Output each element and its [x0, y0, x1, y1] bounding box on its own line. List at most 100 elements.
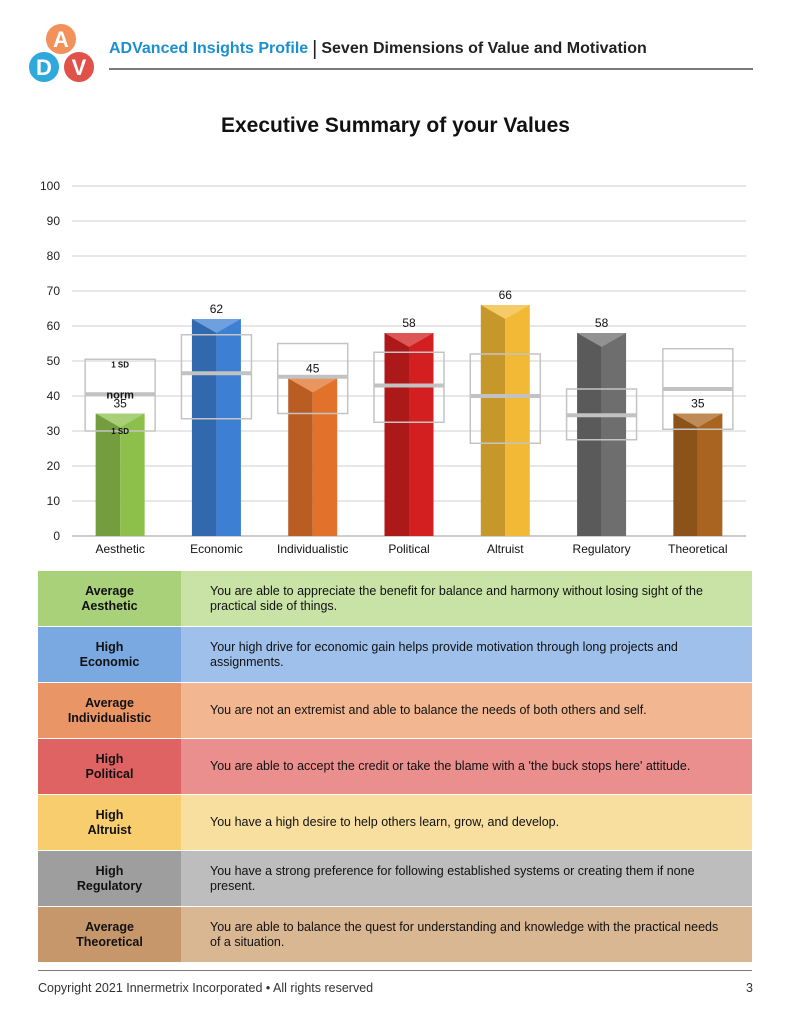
dimension-text: Altruist	[87, 822, 132, 837]
summary-description: You are able to balance the quest for un…	[181, 907, 752, 962]
data-label-aesthetic: 35	[113, 397, 127, 411]
y-tick-label: 30	[47, 424, 61, 438]
summary-row-aesthetic: Average Aesthetic You are able to apprecia…	[38, 571, 752, 626]
x-label-altruist: Altruist	[487, 542, 524, 556]
bar-political-left	[384, 333, 409, 536]
y-tick-label: 50	[47, 354, 61, 368]
dimension-text: Political	[85, 766, 134, 781]
summary-level-label: Average Theoretical	[38, 907, 181, 962]
x-label-aesthetic: Aesthetic	[95, 542, 144, 556]
header-subtitle: Seven Dimensions of Value and Motivation	[321, 40, 647, 57]
level-text: High	[95, 639, 124, 654]
norm-line-regulatory	[566, 413, 637, 418]
norm-line-aesthetic	[85, 392, 156, 397]
logo-circle-d	[27, 50, 61, 84]
y-tick-label: 60	[47, 319, 61, 333]
y-tick-label: 100	[40, 179, 60, 193]
data-label-theoretical: 35	[691, 397, 705, 411]
bar-regulatory-left	[577, 333, 602, 536]
y-tick-label: 0	[53, 529, 60, 543]
y-tick-label: 90	[47, 214, 61, 228]
y-tick-label: 40	[47, 389, 61, 403]
norm-line-economic	[181, 371, 252, 376]
logo-letter-v: V	[72, 55, 87, 80]
bar-individualistic-right	[312, 378, 338, 536]
data-label-regulatory: 58	[595, 316, 609, 330]
header: ADVanced Insights Profile | Seven Dimensio…	[109, 36, 647, 60]
summary-row-individualistic: Average Individualistic You are not an ext…	[38, 683, 752, 738]
bar-political-cap	[384, 333, 434, 347]
summary-description: You are able to accept the credit or tak…	[181, 739, 752, 794]
bar-theoretical-right	[697, 413, 723, 536]
annotation-norm: norm	[106, 389, 134, 401]
summary-row-economic: High Economic Your high drive for economic…	[38, 627, 752, 682]
level-text: Average	[85, 919, 134, 934]
sd-box-economic	[180, 334, 253, 420]
sd-box-altruist	[469, 353, 542, 444]
y-tick-label: 20	[47, 459, 61, 473]
summary-description: You have a high desire to help others le…	[181, 795, 752, 850]
bar-altruist-cap	[480, 305, 530, 319]
logo-letter-d: D	[36, 55, 52, 80]
bar-economic-right	[216, 319, 241, 536]
header-separator: |	[312, 38, 318, 60]
summary-row-altruist: High Altruist You have a high desire to he…	[38, 795, 752, 850]
dimension-text: Aesthetic	[81, 598, 138, 613]
dimension-text: Regulatory	[76, 878, 143, 893]
summary-table: Average Aesthetic You are able to apprecia…	[38, 571, 752, 963]
summary-level-label: High Regulatory	[38, 851, 181, 906]
bar-economic-left	[191, 319, 217, 536]
x-label-theoretical: Theoretical	[668, 542, 727, 556]
summary-description: Your high drive for economic gain helps …	[181, 627, 752, 682]
bar-altruist-right	[505, 305, 530, 536]
y-tick-label: 80	[47, 249, 61, 263]
data-label-individualistic: 45	[306, 362, 320, 376]
bar-aesthetic-left	[95, 413, 121, 536]
bar-aesthetic-cap	[95, 413, 145, 428]
bar-economic-cap	[191, 319, 241, 333]
dimension-text: Economic	[79, 654, 140, 669]
norm-line-individualistic	[277, 374, 348, 379]
logo-circle-v	[62, 50, 96, 84]
bar-regulatory-right	[601, 333, 627, 536]
level-text: Average	[85, 583, 134, 598]
logo-circle-a	[44, 22, 78, 56]
level-text: High	[95, 751, 124, 766]
summary-level-label: Average Aesthetic	[38, 571, 181, 626]
summary-description: You are able to appreciate the benefit f…	[181, 571, 752, 626]
bar-political-right	[409, 333, 434, 536]
dimension-text: Individualistic	[67, 710, 152, 725]
summary-level-label: High Altruist	[38, 795, 181, 850]
y-tick-label: 70	[47, 284, 61, 298]
summary-row-regulatory: High Regulatory You have a strong preferen…	[38, 851, 752, 906]
summary-row-political: High Political You are able to accept the …	[38, 739, 752, 794]
summary-description: You are not an extremist and able to bal…	[181, 683, 752, 738]
copyright: Copyright 2021 Innermetrix Incorporated …	[38, 981, 374, 995]
summary-level-label: Average Individualistic	[38, 683, 181, 738]
level-text: High	[95, 807, 124, 822]
data-label-economic: 62	[210, 302, 224, 316]
bar-theoretical-cap	[673, 413, 723, 428]
level-text: Average	[85, 695, 134, 710]
x-label-individualistic: Individualistic	[277, 542, 348, 556]
summary-level-label: High Political	[38, 739, 181, 794]
norm-line-altruist	[470, 394, 541, 398]
adv-logo: A D V	[27, 22, 96, 84]
dimension-text: Theoretical	[76, 934, 143, 949]
bar-individualistic-cap	[288, 378, 338, 393]
data-label-altruist: 66	[499, 288, 513, 302]
bar-individualistic-left	[288, 378, 313, 536]
x-label-political: Political	[388, 542, 429, 556]
norm-line-political	[374, 383, 444, 388]
level-text: High	[95, 863, 124, 878]
y-tick-label: 10	[47, 494, 61, 508]
bar-aesthetic-right	[120, 413, 145, 536]
annotation-upper-sd: 1 SD	[111, 360, 129, 369]
summary-description: You have a strong preference for followi…	[181, 851, 752, 906]
header-divider	[109, 68, 753, 70]
bar-altruist-left	[480, 305, 506, 536]
brand-name: ADVanced Insights Profile	[109, 40, 309, 57]
bar-theoretical-left	[673, 413, 698, 536]
page-number: 3	[746, 981, 753, 995]
x-label-regulatory: Regulatory	[573, 542, 631, 556]
